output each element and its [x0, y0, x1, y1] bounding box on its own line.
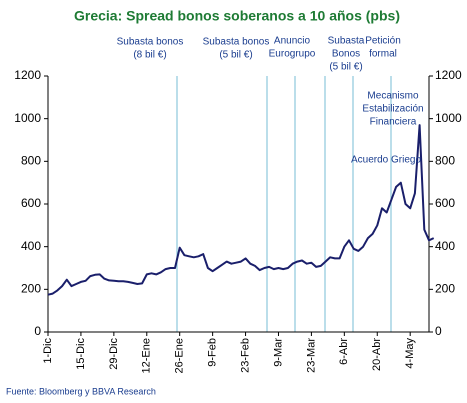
annotation: Anuncio — [274, 36, 311, 47]
x-tick-label: 9-Mar — [272, 338, 284, 367]
y2-tick-label: 0 — [435, 324, 442, 338]
x-tick-label: 26-Ene — [174, 338, 186, 373]
annotation: Subasta — [328, 36, 365, 47]
y2-tick-label: 1200 — [435, 68, 462, 82]
event-lines — [176, 76, 392, 332]
annotation: Subasta bonos — [203, 37, 270, 48]
y-tick-label: 400 — [21, 239, 41, 253]
annotation: (5 bil €) — [219, 50, 252, 61]
annotation: Subasta bonos — [117, 37, 184, 48]
x-tick-label: 29-Dic — [108, 338, 120, 370]
y-tick-label: 200 — [21, 282, 41, 296]
y2-tick-label: 600 — [435, 196, 455, 210]
x-tick-label: 20-Abr — [371, 338, 383, 371]
annotation: formal — [369, 49, 397, 60]
series-line — [47, 124, 435, 296]
annotation: (8 bil €) — [133, 50, 166, 61]
annotation: Bonos — [332, 49, 360, 60]
x-tick-label: 12-Ene — [141, 338, 153, 373]
annotation: Eurogrupo — [269, 49, 316, 60]
y-tick-label: 600 — [21, 196, 41, 210]
source: Fuente: Bloomberg y BBVA Research — [6, 386, 156, 396]
y-tick-label: 0 — [34, 324, 41, 338]
y2-tick-label: 400 — [435, 239, 455, 253]
annotation: Acuerdo Griego — [351, 155, 421, 166]
x-tick-label: 23-Mar — [305, 338, 317, 373]
annotation: Financiera — [370, 117, 417, 128]
y-tick-label: 1200 — [14, 68, 41, 82]
y2-tick-label: 200 — [435, 282, 455, 296]
chart-title: Grecia: Spread bonos soberanos a 10 años… — [74, 8, 400, 24]
x-tick-label: 23-Feb — [239, 338, 251, 373]
x-tick-label: 1-Dic — [42, 338, 54, 364]
x-tick-label: 6-Abr — [338, 338, 350, 365]
x-tick-label: 9-Feb — [207, 338, 219, 367]
x-tick-label: 4-May — [404, 338, 416, 369]
annotation: (5 bil €) — [329, 62, 362, 73]
annotation: Petición — [365, 36, 401, 47]
x-tick-label: 15-Dic — [75, 338, 87, 370]
y-tick-label: 800 — [21, 154, 41, 168]
y-tick-label: 1000 — [14, 111, 41, 125]
annotation: Mecanismo — [367, 91, 419, 102]
annotation: Estabilización — [362, 104, 423, 115]
y2-tick-label: 1000 — [435, 111, 462, 125]
y2-tick-label: 800 — [435, 154, 455, 168]
